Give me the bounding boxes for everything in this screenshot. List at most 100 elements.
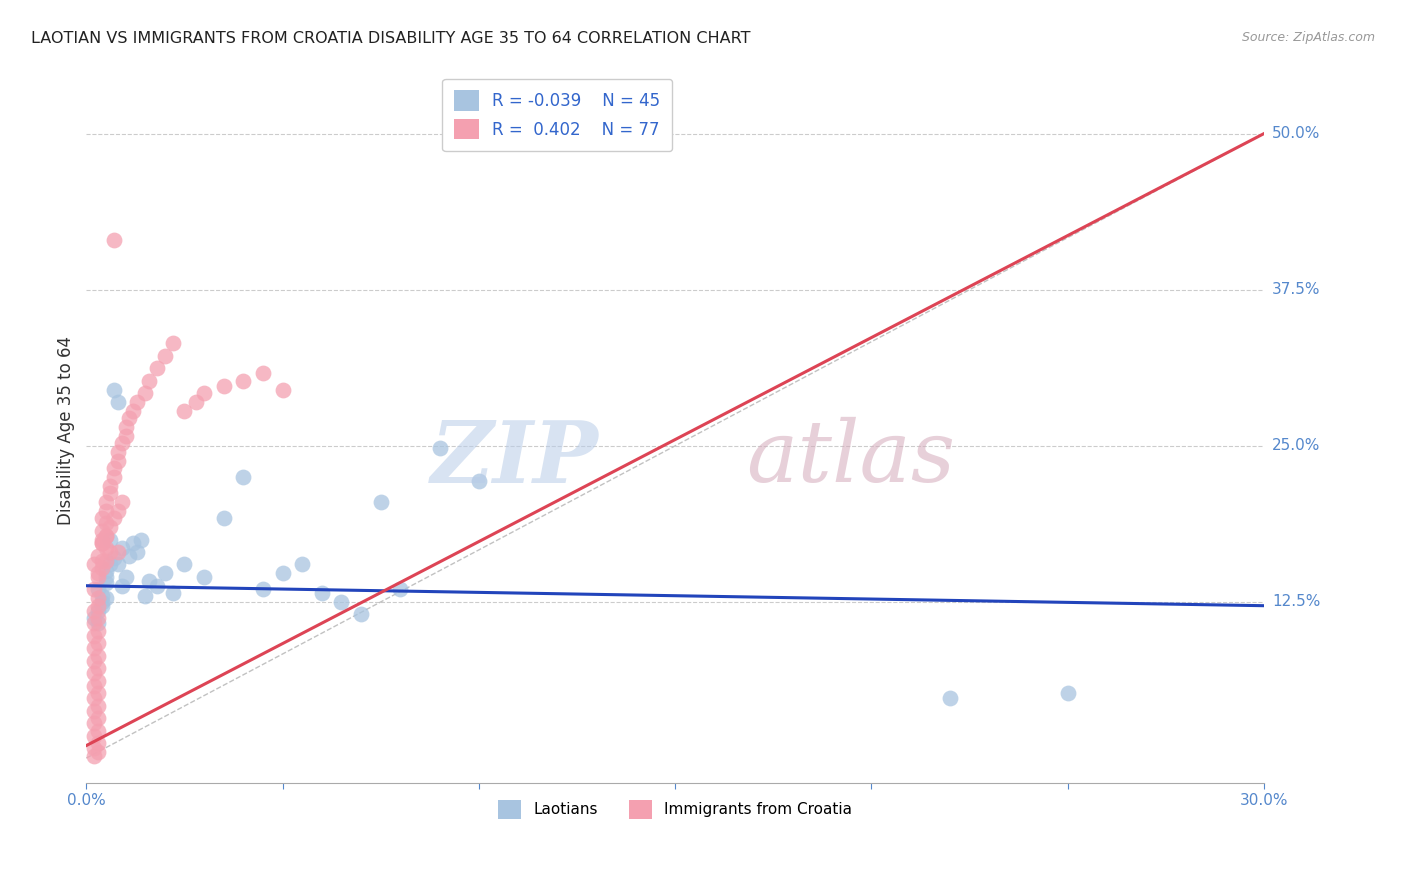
Point xyxy=(98,486,121,500)
Point xyxy=(87,745,110,759)
Point xyxy=(103,461,125,475)
Point xyxy=(98,520,121,534)
Point xyxy=(153,566,176,581)
Point xyxy=(94,529,117,543)
Point xyxy=(87,698,110,713)
Point xyxy=(252,367,274,381)
Point xyxy=(91,533,114,547)
Point xyxy=(87,616,110,631)
Point xyxy=(212,511,235,525)
Point xyxy=(83,691,105,706)
Point xyxy=(91,595,114,609)
Point xyxy=(98,533,121,547)
Point xyxy=(107,545,129,559)
Point xyxy=(83,741,105,756)
Point xyxy=(83,729,105,743)
Point xyxy=(87,611,110,625)
Point xyxy=(87,673,110,688)
Point xyxy=(118,411,141,425)
Point xyxy=(138,574,160,588)
Point xyxy=(193,386,215,401)
Point xyxy=(94,564,117,578)
Text: 12.5%: 12.5% xyxy=(1272,594,1320,609)
Point xyxy=(350,607,373,622)
Point xyxy=(83,604,105,618)
Point xyxy=(468,474,491,488)
Point xyxy=(91,536,114,550)
Point xyxy=(114,420,136,434)
Point xyxy=(173,404,195,418)
Point xyxy=(129,533,152,547)
Point xyxy=(83,716,105,731)
Point xyxy=(94,554,117,568)
Point xyxy=(134,386,156,401)
Point xyxy=(98,545,121,559)
Point xyxy=(83,666,105,681)
Point xyxy=(127,545,149,559)
Point xyxy=(87,591,110,606)
Point xyxy=(162,336,184,351)
Point xyxy=(110,541,132,556)
Point xyxy=(173,558,195,572)
Text: 25.0%: 25.0% xyxy=(1272,438,1320,453)
Point xyxy=(389,582,412,597)
Point xyxy=(87,686,110,700)
Point xyxy=(87,582,110,597)
Point xyxy=(83,679,105,693)
Point xyxy=(103,383,125,397)
Point xyxy=(98,479,121,493)
Y-axis label: Disability Age 35 to 64: Disability Age 35 to 64 xyxy=(58,335,75,524)
Point xyxy=(87,624,110,638)
Point xyxy=(83,582,105,597)
Text: ZIP: ZIP xyxy=(430,417,599,500)
Point xyxy=(110,436,132,450)
Point xyxy=(94,576,117,591)
Point xyxy=(87,599,110,613)
Point xyxy=(94,541,117,556)
Point xyxy=(83,704,105,718)
Point xyxy=(94,516,117,531)
Point xyxy=(1056,686,1078,700)
Point xyxy=(118,549,141,563)
Point xyxy=(87,549,110,563)
Point xyxy=(87,648,110,663)
Point xyxy=(83,641,105,656)
Point xyxy=(83,611,105,625)
Point xyxy=(83,629,105,643)
Point xyxy=(94,570,117,584)
Point xyxy=(162,586,184,600)
Point xyxy=(94,495,117,509)
Text: Source: ZipAtlas.com: Source: ZipAtlas.com xyxy=(1241,31,1375,45)
Point xyxy=(107,504,129,518)
Point xyxy=(232,374,254,388)
Point xyxy=(311,586,333,600)
Point xyxy=(83,616,105,631)
Point xyxy=(103,233,125,247)
Point xyxy=(87,636,110,650)
Point xyxy=(122,404,145,418)
Text: 50.0%: 50.0% xyxy=(1272,126,1320,141)
Point xyxy=(91,536,114,550)
Point xyxy=(103,551,125,566)
Point xyxy=(193,570,215,584)
Point xyxy=(83,558,105,572)
Point xyxy=(146,579,169,593)
Point xyxy=(110,495,132,509)
Point xyxy=(127,395,149,409)
Point xyxy=(87,604,110,618)
Point xyxy=(330,595,353,609)
Point xyxy=(83,748,105,763)
Point xyxy=(91,599,114,613)
Point xyxy=(114,429,136,443)
Point xyxy=(146,361,169,376)
Point xyxy=(107,558,129,572)
Point xyxy=(429,442,451,456)
Point xyxy=(232,470,254,484)
Point xyxy=(252,582,274,597)
Point xyxy=(91,511,114,525)
Point xyxy=(107,445,129,459)
Point xyxy=(87,661,110,675)
Point xyxy=(98,558,121,572)
Text: LAOTIAN VS IMMIGRANTS FROM CROATIA DISABILITY AGE 35 TO 64 CORRELATION CHART: LAOTIAN VS IMMIGRANTS FROM CROATIA DISAB… xyxy=(31,31,751,46)
Point xyxy=(107,395,129,409)
